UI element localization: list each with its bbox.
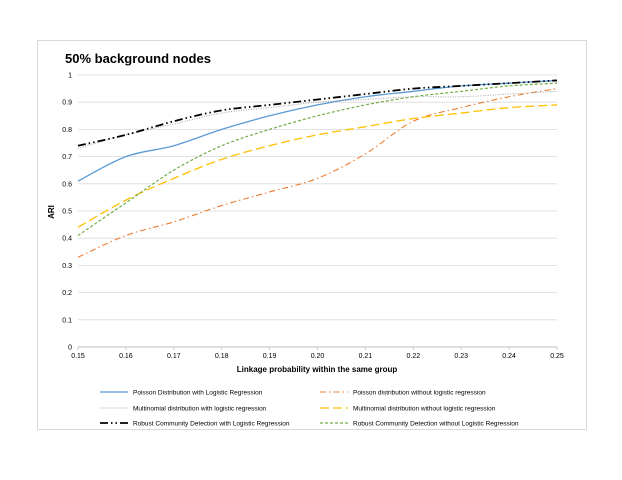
legend: Poisson Distribution with Logistic Regre… xyxy=(100,389,519,427)
x-tick-labels: 0.15 0.16 0.17 0.18 0.19 0.20 0.21 0.22 0.23 0.24… xyxy=(71,353,564,360)
y-tick-label: 0.8 xyxy=(62,127,72,134)
x-tick-label: 0.20 xyxy=(311,353,325,360)
chart-title: 50% background nodes xyxy=(65,51,211,66)
legend-label-2: Poisson distribution without logistic re… xyxy=(353,389,486,396)
x-tick-label: 0.19 xyxy=(263,353,277,360)
y-tick-labels: 0 0.1 0.2 0.3 0.4 0.5 0.6 0.7 0.8 0.9 1 xyxy=(62,73,72,352)
y-tick-label: 1 xyxy=(68,73,72,80)
y-tick-label: 0.6 xyxy=(62,181,72,188)
x-tick-label: 0.25 xyxy=(550,353,564,360)
x-tick-label: 0.21 xyxy=(359,353,373,360)
y-tick-label: 0.1 xyxy=(62,317,72,324)
y-tick-label: 0.5 xyxy=(62,209,72,216)
y-tick-label: 0.7 xyxy=(62,154,72,161)
legend-label-6: Robust Community Detection without Logis… xyxy=(353,420,519,427)
y-tick-label: 0.2 xyxy=(62,290,72,297)
series-line-5 xyxy=(77,79,558,147)
y-tick-label: 0.9 xyxy=(62,100,72,107)
series-lines xyxy=(77,79,558,258)
y-tick-label: 0.4 xyxy=(62,236,72,243)
legend-label-1: Poisson Distribution with Logistic Regre… xyxy=(133,389,263,396)
legend-label-4: Multinomial distribution without logisti… xyxy=(353,405,496,412)
x-tick-label: 0.17 xyxy=(167,353,181,360)
x-tick-label: 0.24 xyxy=(502,353,516,360)
y-tick-label: 0 xyxy=(68,345,72,352)
x-axis-title: Linkage probability within the same grou… xyxy=(237,365,398,374)
legend-label-5: Robust Community Detection with Logistic… xyxy=(133,420,290,427)
x-tick-label: 0.23 xyxy=(454,353,468,360)
series-line-6 xyxy=(77,82,558,236)
y-axis-title: ARI xyxy=(47,205,56,219)
series-line-4 xyxy=(77,104,558,228)
gridlines xyxy=(78,74,557,321)
legend-label-3: Multinomial distribution with logistic r… xyxy=(133,405,267,412)
y-tick-label: 0.3 xyxy=(62,263,72,270)
x-tick-label: 0.16 xyxy=(119,353,133,360)
series-line-2 xyxy=(77,88,558,258)
chart-frame xyxy=(37,40,587,430)
series-line-1 xyxy=(77,79,558,182)
axes xyxy=(77,346,558,350)
x-tick-label: 0.15 xyxy=(71,353,85,360)
x-tick-label: 0.22 xyxy=(406,353,420,360)
x-tick-label: 0.18 xyxy=(215,353,229,360)
